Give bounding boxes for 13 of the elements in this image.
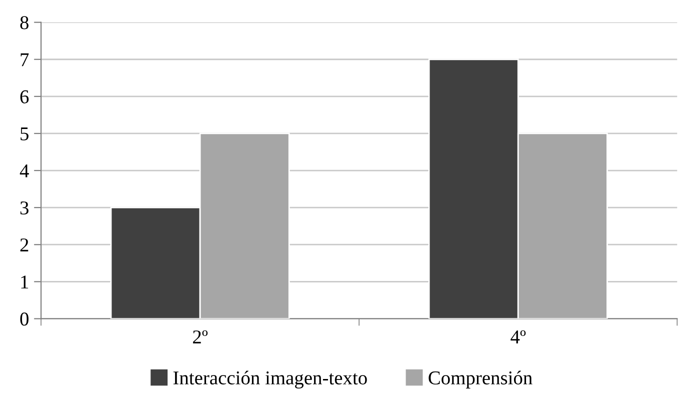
y-tick-label: 6 xyxy=(20,90,29,104)
x-tick-label: 2º xyxy=(193,330,208,344)
y-tick-label: 5 xyxy=(20,127,28,140)
y-tick-label: 3 xyxy=(20,201,28,215)
y-tick-label: 1 xyxy=(21,276,28,288)
y-tick-label: 2 xyxy=(20,238,28,252)
y-tick-label: 0 xyxy=(20,312,28,326)
legend-label: Interacción imagen-texto xyxy=(173,370,367,388)
y-tick-label: 4 xyxy=(20,164,29,178)
y-tick-label: 8 xyxy=(20,16,28,30)
y-tick-label: 7 xyxy=(20,53,29,66)
legend-label: Comprensión xyxy=(428,370,532,388)
x-tick-label: 4º xyxy=(510,330,526,344)
